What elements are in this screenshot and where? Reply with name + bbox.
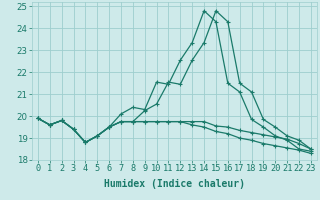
X-axis label: Humidex (Indice chaleur): Humidex (Indice chaleur) <box>104 179 245 189</box>
